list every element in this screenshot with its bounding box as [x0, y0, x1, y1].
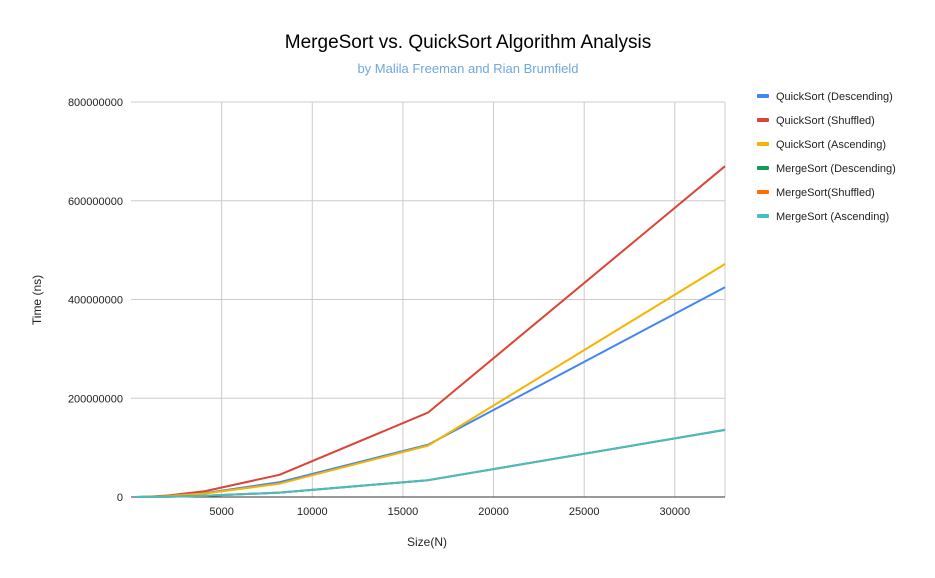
series-lines	[135, 165, 726, 498]
legend-label: MergeSort (Ascending)	[776, 211, 889, 223]
y-tick-label: 200000000	[68, 393, 123, 405]
chart-title: MergeSort vs. QuickSort Algorithm Analys…	[285, 32, 651, 53]
x-tick-label: 15000	[388, 506, 419, 518]
gridlines	[131, 101, 726, 497]
x-tick-label: 20000	[478, 506, 509, 518]
y-axis-title: Time (ns)	[30, 275, 44, 325]
x-axis-ticks: 5000 10000 15000 20000 25000 30000	[209, 506, 690, 518]
legend-swatch	[757, 118, 769, 122]
legend-label: QuickSort (Ascending)	[776, 139, 886, 151]
x-axis-title: Size(N)	[407, 535, 447, 549]
legend-swatch	[757, 190, 769, 194]
legend-swatch	[757, 94, 769, 98]
legend-label: MergeSort(Shuffled)	[776, 187, 875, 199]
legend-swatch	[757, 214, 769, 218]
y-tick-label: 400000000	[68, 295, 123, 307]
y-axis-ticks: 0 200000000 400000000 600000000 800000000	[68, 97, 123, 504]
x-tick-label: 10000	[297, 506, 328, 518]
legend-label: MergeSort (Descending)	[776, 163, 896, 175]
series-line	[135, 428, 726, 498]
legend-swatch	[757, 166, 769, 170]
y-tick-label: 600000000	[68, 196, 123, 208]
legend-label: QuickSort (Descending)	[776, 91, 893, 103]
x-tick-label: 5000	[209, 506, 233, 518]
x-tick-label: 30000	[660, 506, 691, 518]
legend: QuickSort (Descending) QuickSort (Shuffle…	[757, 91, 896, 223]
x-tick-label: 25000	[569, 506, 600, 518]
series-line	[135, 165, 726, 498]
legend-swatch	[757, 142, 769, 146]
legend-label: QuickSort (Shuffled)	[776, 115, 875, 127]
y-tick-label: 800000000	[68, 97, 123, 109]
chart-subtitle: by Malila Freeman and Rian Brumfield	[357, 61, 578, 76]
series-line	[135, 263, 726, 498]
y-tick-label: 0	[117, 492, 123, 504]
